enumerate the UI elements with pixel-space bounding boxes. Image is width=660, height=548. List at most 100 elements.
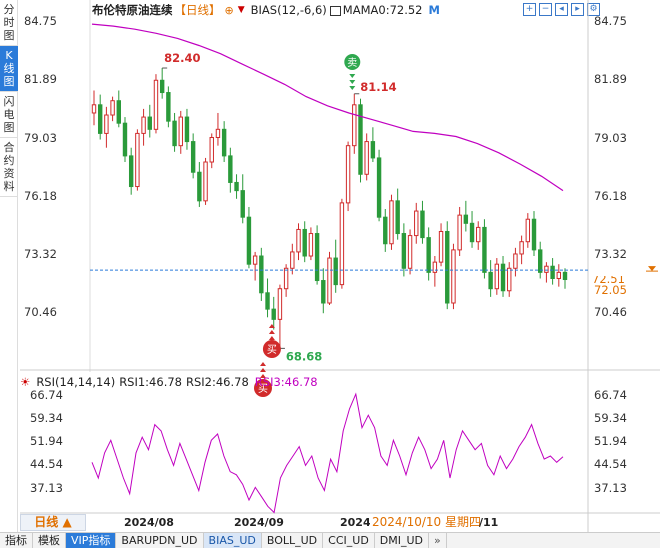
candle-body	[426, 237, 431, 273]
tab-dmi[interactable]: DMI_UD	[375, 533, 430, 548]
candle-body	[550, 265, 555, 279]
period-label[interactable]: 【日线】	[174, 3, 221, 17]
buy-badge-label: 买	[258, 383, 268, 395]
candle-body	[302, 228, 307, 257]
candle-body	[339, 202, 345, 286]
period-switch-tab[interactable]: 日线 ▲	[20, 514, 86, 531]
candle-body	[345, 145, 351, 204]
candle-body	[91, 104, 97, 114]
candle-body	[432, 261, 438, 273]
date-label: 2024/09	[234, 516, 284, 529]
candle-body	[525, 218, 531, 243]
candle-body	[364, 141, 369, 175]
sell-arrow-icon	[349, 80, 356, 84]
price-tick: 73.32	[594, 247, 627, 261]
candle-body	[389, 200, 394, 245]
candle-body	[271, 308, 276, 320]
tab-barupdn[interactable]: BARUPDN_UD	[116, 533, 204, 548]
candle-body	[178, 116, 183, 147]
candle-body	[463, 214, 469, 224]
candle-body	[215, 128, 221, 138]
candle-body	[290, 251, 295, 269]
rsi-line	[91, 392, 564, 514]
tab-vip-indicators[interactable]: VIP指标	[66, 533, 117, 548]
side-tab-contract-info[interactable]: 合约资料	[0, 138, 18, 197]
candle-body	[562, 271, 568, 281]
rsi-tick: 37.13	[30, 481, 63, 495]
low-price-label: 68.68	[286, 349, 322, 363]
candle-body	[395, 200, 400, 235]
rsi-tick: 66.74	[30, 388, 63, 402]
candle-body	[296, 228, 301, 253]
price-tick: 79.03	[594, 131, 627, 145]
candle-body	[476, 226, 481, 243]
cursor-date-label: 2024/10/10 星期四	[370, 514, 483, 531]
candle-body	[190, 141, 196, 173]
tab-templates[interactable]: 模板	[33, 533, 66, 548]
rsi3-value: RSI3:46.78	[254, 375, 318, 389]
candle-body	[538, 249, 543, 273]
side-tab-flash[interactable]: 闪电图	[0, 92, 18, 138]
instrument-title: 布伦特原油连续	[92, 3, 173, 17]
candle-body	[116, 100, 121, 124]
side-tab-kline[interactable]: K线图	[0, 46, 18, 92]
candle-body	[407, 235, 413, 269]
price-tick: 73.32	[24, 247, 57, 261]
indicator-label[interactable]: BIAS(12,-6,6)	[250, 3, 327, 17]
candle-body	[110, 100, 115, 116]
candle-body	[556, 271, 562, 279]
candle-body	[327, 257, 332, 304]
price-tick: 84.75	[594, 14, 627, 28]
candle-body	[531, 218, 537, 251]
candle-body	[203, 161, 208, 202]
tab-cci[interactable]: CCI_UD	[323, 533, 375, 548]
candle-body	[513, 253, 518, 269]
collapse-triangle-icon[interactable]: ▼	[237, 5, 245, 15]
indicator-sun-icon[interactable]: ☀	[20, 375, 31, 389]
dashed-price-tag: 72.51	[592, 272, 625, 286]
rsi-tick: 44.54	[594, 457, 627, 471]
date-label: /11	[479, 516, 499, 529]
candle-body	[358, 104, 363, 175]
candle-body	[457, 214, 462, 251]
move-right-icon[interactable]: ▸	[571, 3, 584, 16]
rsi-tick: 51.94	[30, 434, 63, 448]
side-tab-timeshare[interactable]: 分时图	[0, 0, 18, 46]
price-tick: 81.89	[594, 72, 627, 86]
candle-body	[488, 271, 493, 290]
candle-body	[370, 141, 376, 159]
settings-gear-icon[interactable]: ⊕	[224, 3, 234, 17]
zoom-out-icon[interactable]: −	[539, 3, 552, 16]
rsi-title: RSI(14,14,14)	[36, 375, 116, 389]
move-left-icon[interactable]: ◂	[555, 3, 568, 16]
candle-body	[376, 157, 382, 218]
buy-arrow-icon	[260, 368, 266, 372]
candle-body	[333, 257, 338, 286]
rsi-tick: 44.54	[30, 457, 63, 471]
candle-body	[228, 155, 233, 183]
price-tick: 79.03	[24, 131, 57, 145]
tab-boll[interactable]: BOLL_UD	[262, 533, 324, 548]
tab-indicators[interactable]: 指标	[0, 533, 33, 548]
candle-body	[314, 233, 320, 282]
candle-body	[265, 292, 270, 310]
indicator-tab-bar: 指标 模板 VIP指标 BARUPDN_UD BIAS_UD BOLL_UD C…	[0, 532, 660, 548]
candle-body	[445, 230, 450, 304]
date-label: 2024/	[340, 516, 375, 529]
candle-body	[482, 226, 487, 273]
m-label[interactable]: M	[428, 3, 440, 17]
date-label: 2024/08	[124, 516, 174, 529]
tab-bias[interactable]: BIAS_UD	[203, 533, 262, 548]
candle-body	[159, 79, 165, 94]
zoom-in-icon[interactable]: +	[523, 3, 536, 16]
more-tabs-icon[interactable]: »	[429, 533, 447, 548]
candle-body	[438, 230, 444, 263]
candle-body	[308, 233, 314, 257]
buy-badge-icon	[254, 379, 272, 397]
rsi-tick: 59.34	[30, 411, 63, 425]
candle-body	[184, 116, 190, 143]
buy-badge-label: 买	[267, 344, 277, 356]
price-tick: 70.46	[594, 305, 627, 319]
